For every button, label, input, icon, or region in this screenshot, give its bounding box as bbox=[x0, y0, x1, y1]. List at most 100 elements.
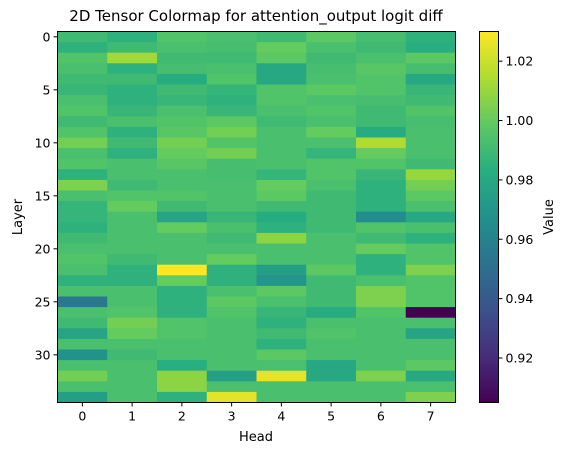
heatmap-cell bbox=[157, 52, 208, 64]
x-tick-label: 0 bbox=[78, 409, 86, 424]
heatmap-cell bbox=[256, 328, 307, 340]
heatmap-cell bbox=[405, 317, 456, 329]
heatmap-cell bbox=[405, 307, 456, 319]
heatmap-cell bbox=[157, 73, 208, 85]
heatmap-cell bbox=[306, 126, 357, 138]
heatmap-cell bbox=[306, 296, 357, 308]
x-tick-label: 7 bbox=[427, 409, 435, 424]
heatmap-cell bbox=[57, 317, 108, 329]
heatmap-cell bbox=[405, 243, 456, 255]
heatmap-cell bbox=[107, 360, 158, 372]
heatmap-cell bbox=[405, 105, 456, 117]
heatmap-cell bbox=[356, 307, 407, 319]
heatmap-cell bbox=[356, 42, 407, 54]
colorbar-tick-label: 0.94 bbox=[506, 291, 534, 306]
heatmap-cell bbox=[306, 307, 357, 319]
heatmap-cell bbox=[206, 296, 257, 308]
heatmap-cell bbox=[356, 95, 407, 107]
heatmap-cell bbox=[256, 338, 307, 350]
heatmap-cell bbox=[57, 243, 108, 255]
heatmap-cell bbox=[107, 137, 158, 149]
colorbar bbox=[479, 31, 499, 403]
heatmap-cell bbox=[206, 307, 257, 319]
heatmap-cell bbox=[157, 148, 208, 160]
heatmap-cell bbox=[157, 63, 208, 75]
x-tick-label: 6 bbox=[377, 409, 385, 424]
heatmap-cell bbox=[107, 73, 158, 85]
heatmap-cell bbox=[57, 116, 108, 128]
heatmap-cell bbox=[356, 63, 407, 75]
heatmap-cell bbox=[405, 264, 456, 276]
heatmap-cell bbox=[107, 148, 158, 160]
heatmap-cell bbox=[107, 370, 158, 382]
heatmap-cell bbox=[157, 116, 208, 128]
heatmap-cell bbox=[107, 254, 158, 266]
heatmap-cell bbox=[57, 211, 108, 223]
heatmap-cell bbox=[206, 42, 257, 54]
heatmap-cell bbox=[405, 116, 456, 128]
heatmap-cell bbox=[356, 148, 407, 160]
heatmap-cell bbox=[157, 243, 208, 255]
heatmap-cell bbox=[405, 179, 456, 191]
heatmap-cell bbox=[306, 328, 357, 340]
heatmap-cell bbox=[405, 296, 456, 308]
heatmap-cell bbox=[157, 31, 208, 43]
heatmap-cell bbox=[356, 275, 407, 287]
heatmap-cell bbox=[306, 42, 357, 54]
heatmap-cell bbox=[107, 338, 158, 350]
heatmap-cell bbox=[256, 222, 307, 234]
heatmap-cell bbox=[405, 148, 456, 160]
heatmap-cell bbox=[405, 84, 456, 96]
heatmap-cell bbox=[306, 349, 357, 361]
heatmap-cell bbox=[356, 232, 407, 244]
heatmap-cells bbox=[57, 31, 456, 403]
heatmap-cell bbox=[256, 158, 307, 170]
heatmap-cell bbox=[157, 232, 208, 244]
heatmap-cell bbox=[57, 63, 108, 75]
heatmap-cell bbox=[107, 42, 158, 54]
heatmap-cell bbox=[157, 307, 208, 319]
heatmap-cell bbox=[306, 73, 357, 85]
heatmap-cell bbox=[356, 296, 407, 308]
heatmap-cell bbox=[206, 232, 257, 244]
heatmap-cell bbox=[405, 42, 456, 54]
y-tick-label: 10 bbox=[35, 135, 51, 150]
heatmap-cell bbox=[306, 169, 357, 181]
heatmap-cell bbox=[107, 232, 158, 244]
heatmap-cell bbox=[107, 63, 158, 75]
heatmap-cell bbox=[206, 63, 257, 75]
heatmap-cell bbox=[306, 105, 357, 117]
heatmap-cell bbox=[256, 211, 307, 223]
heatmap-cell bbox=[57, 264, 108, 276]
heatmap-cell bbox=[256, 254, 307, 266]
colorbar-axis: 0.92 0.94 0.96 0.98 1.00 1.02 bbox=[498, 54, 534, 365]
heatmap-cell bbox=[206, 391, 257, 403]
heatmap-cell bbox=[57, 148, 108, 160]
heatmap-cell bbox=[107, 179, 158, 191]
heatmap-cell bbox=[206, 158, 257, 170]
heatmap-cell bbox=[356, 338, 407, 350]
heatmap-cell bbox=[57, 73, 108, 85]
heatmap-cell bbox=[356, 254, 407, 266]
heatmap-cell bbox=[306, 137, 357, 149]
heatmap-cell bbox=[57, 275, 108, 287]
heatmap-cell bbox=[356, 391, 407, 403]
y-axis: 0 5 10 15 20 25 30 bbox=[35, 29, 58, 362]
heatmap-cell bbox=[206, 381, 257, 393]
heatmap-cell bbox=[206, 338, 257, 350]
heatmap-cell bbox=[405, 328, 456, 340]
heatmap-cell bbox=[405, 275, 456, 287]
heatmap-cell bbox=[107, 222, 158, 234]
heatmap-cell bbox=[206, 211, 257, 223]
heatmap-cell bbox=[306, 148, 357, 160]
heatmap-cell bbox=[405, 232, 456, 244]
heatmap-cell bbox=[157, 296, 208, 308]
heatmap-cell bbox=[306, 211, 357, 223]
heatmap-cell bbox=[256, 391, 307, 403]
heatmap-cell bbox=[306, 232, 357, 244]
heatmap-cell bbox=[206, 328, 257, 340]
heatmap-cell bbox=[107, 243, 158, 255]
heatmap-cell bbox=[356, 222, 407, 234]
heatmap-cell bbox=[256, 360, 307, 372]
heatmap-cell bbox=[107, 349, 158, 361]
